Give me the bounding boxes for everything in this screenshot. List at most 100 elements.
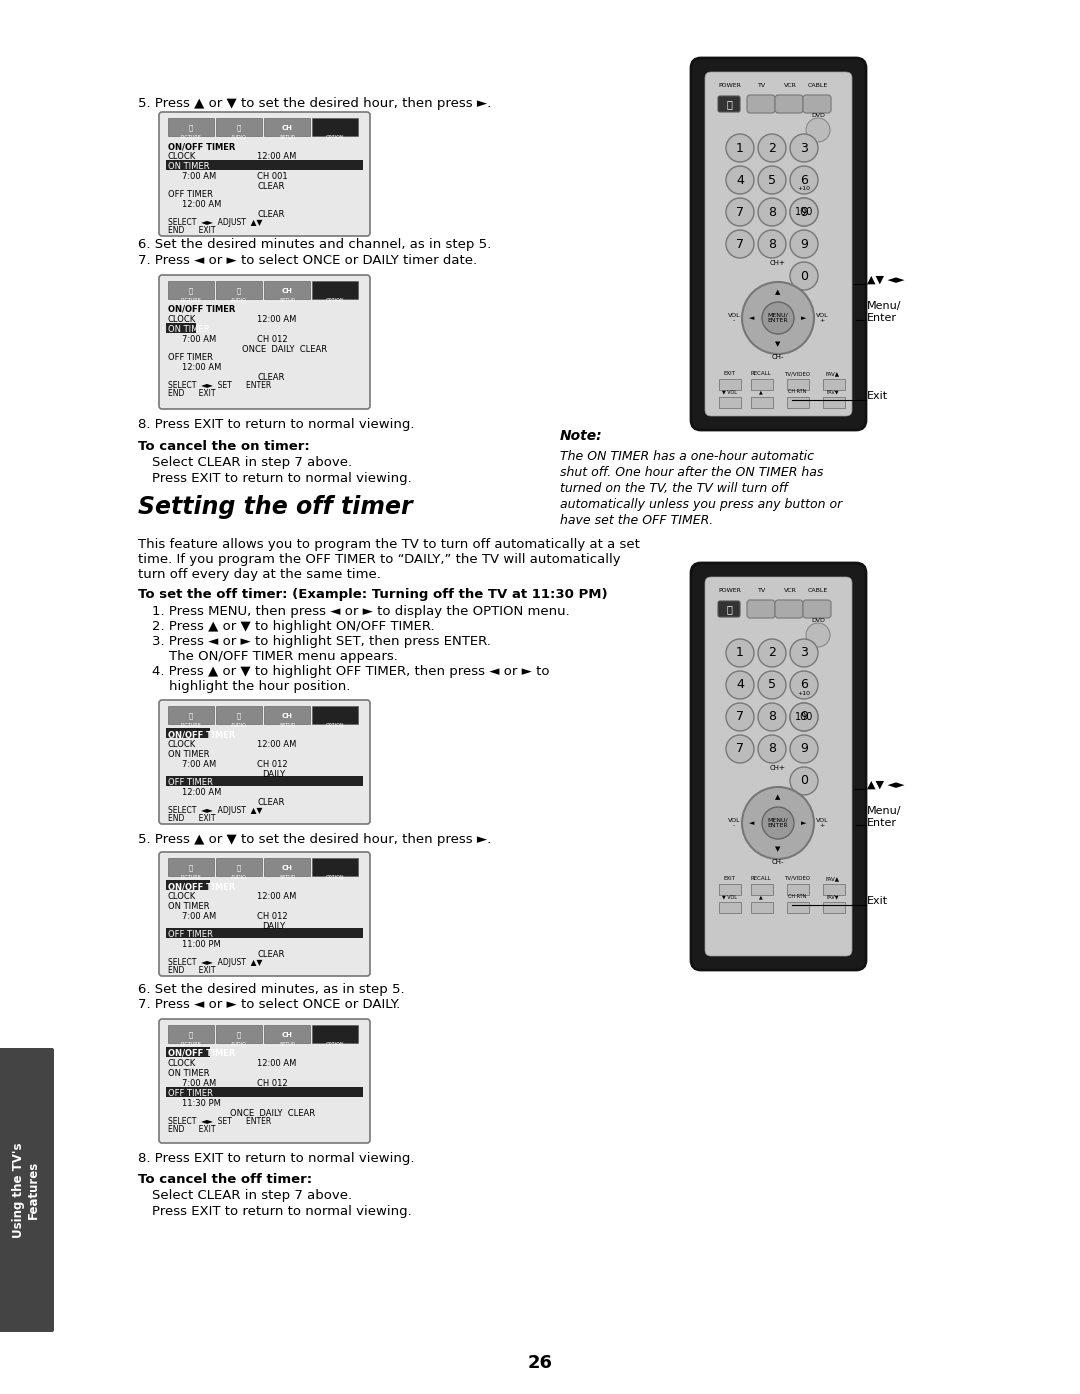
FancyBboxPatch shape: [0, 1048, 54, 1333]
FancyBboxPatch shape: [705, 577, 852, 956]
Text: Menu/
Enter: Menu/ Enter: [867, 806, 902, 828]
Circle shape: [762, 807, 794, 839]
Text: ►: ►: [801, 315, 807, 321]
Text: ▼: ▼: [775, 846, 781, 852]
Circle shape: [758, 166, 786, 194]
Text: 7: 7: [735, 237, 744, 251]
Circle shape: [758, 638, 786, 666]
FancyBboxPatch shape: [747, 599, 775, 618]
Text: ◄: ◄: [750, 315, 755, 321]
Text: CH: CH: [282, 125, 293, 131]
Circle shape: [758, 735, 786, 763]
Text: 7: 7: [735, 743, 744, 756]
Text: OFF TIMER: OFF TIMER: [168, 930, 213, 940]
Text: ►: ►: [801, 820, 807, 827]
Text: FAV▲: FAV▲: [826, 371, 840, 376]
Text: +10: +10: [797, 691, 810, 696]
Text: 100: 100: [795, 206, 813, 217]
Circle shape: [806, 118, 831, 142]
Text: AUDIO: AUDIO: [231, 875, 247, 880]
Text: MENU/
ENTER: MENU/ ENTER: [768, 818, 788, 828]
Text: 2: 2: [768, 142, 775, 155]
Circle shape: [726, 671, 754, 698]
Circle shape: [742, 282, 814, 354]
FancyBboxPatch shape: [787, 397, 809, 408]
Text: Select CLEAR in step 7 above.: Select CLEAR in step 7 above.: [152, 1189, 352, 1202]
Text: 1. Press MENU, then press ◄ or ► to display the OPTION menu.: 1. Press MENU, then press ◄ or ► to disp…: [152, 605, 570, 618]
Bar: [166, 160, 363, 170]
Text: OPTION: OPTION: [326, 723, 345, 728]
Circle shape: [789, 735, 818, 763]
Text: 7:00 AM: 7:00 AM: [183, 171, 216, 181]
Text: 6. Set the desired minutes and channel, as in step 5.: 6. Set the desired minutes and channel, …: [138, 238, 491, 251]
Text: ON TIMER: ON TIMER: [168, 325, 210, 335]
Text: END      EXIT: END EXIT: [168, 389, 216, 399]
Circle shape: [726, 638, 754, 666]
Text: SETUP: SETUP: [280, 1041, 295, 1047]
Text: CLOCK: CLOCK: [168, 315, 197, 323]
Text: 8: 8: [768, 711, 777, 723]
Text: ⛰: ⛰: [189, 712, 193, 719]
Text: CLOCK: CLOCK: [168, 1059, 197, 1068]
Text: 9: 9: [800, 711, 808, 723]
Text: CH-: CH-: [772, 354, 784, 360]
Text: RECALL: RECALL: [751, 371, 771, 376]
Text: ▲: ▲: [775, 795, 781, 800]
Bar: [166, 728, 210, 737]
Text: 12:00 AM: 12:00 AM: [257, 740, 296, 749]
Text: 7: 7: [735, 205, 744, 219]
Text: 12:00 AM: 12:00 AM: [183, 199, 221, 209]
Text: Select CLEAR in step 7 above.: Select CLEAR in step 7 above.: [152, 456, 352, 468]
Text: ONCE  DAILY  CLEAR: ONCE DAILY CLEAR: [242, 344, 327, 354]
Text: AUDIO: AUDIO: [231, 135, 247, 139]
Text: ▼ VOL: ▼ VOL: [721, 389, 737, 395]
FancyBboxPatch shape: [751, 397, 773, 408]
Text: CH-: CH-: [772, 859, 784, 866]
Text: CABLE: CABLE: [808, 588, 828, 592]
Text: 3. Press ◄ or ► to highlight SET, then press ENTER.: 3. Press ◄ or ► to highlight SET, then p…: [152, 636, 491, 648]
Text: OFF TIMER: OFF TIMER: [168, 353, 213, 362]
Circle shape: [726, 230, 754, 258]
FancyBboxPatch shape: [719, 884, 741, 895]
FancyBboxPatch shape: [718, 601, 740, 618]
Text: SETUP: SETUP: [280, 723, 295, 728]
Bar: [166, 323, 197, 333]
FancyBboxPatch shape: [718, 96, 740, 112]
FancyBboxPatch shape: [168, 705, 214, 723]
Text: OFF TIMER: OFF TIMER: [168, 1089, 213, 1098]
Text: ONCE  DAILY  CLEAR: ONCE DAILY CLEAR: [230, 1110, 315, 1118]
Circle shape: [789, 230, 818, 258]
Text: CH 012: CH 012: [257, 335, 287, 344]
FancyBboxPatch shape: [719, 397, 741, 408]
Text: 12:00 AM: 12:00 AM: [257, 152, 296, 160]
Text: 🔊: 🔊: [237, 864, 241, 871]
Text: CH 012: CH 012: [257, 912, 287, 921]
Text: Note:: Note:: [561, 429, 603, 443]
FancyBboxPatch shape: [216, 282, 262, 298]
Text: 3: 3: [800, 142, 808, 155]
Text: FAV▼: FAV▼: [827, 389, 839, 395]
Text: DVD: DVD: [811, 618, 825, 623]
Circle shape: [726, 735, 754, 763]
Circle shape: [758, 703, 786, 730]
Text: CLEAR: CLEAR: [257, 797, 284, 807]
Text: 8: 8: [768, 743, 777, 756]
Text: CH: CH: [282, 712, 293, 719]
Text: TV/VIDEO: TV/VIDEO: [784, 875, 810, 881]
Text: 2. Press ▲ or ▼ to highlight ON/OFF TIMER.: 2. Press ▲ or ▼ to highlight ON/OFF TIME…: [152, 620, 434, 633]
Text: ⛰: ⛰: [189, 1032, 193, 1039]
Text: PICTURE: PICTURE: [180, 135, 201, 139]
Text: 7. Press ◄ or ► to select ONCE or DAILY timer date.: 7. Press ◄ or ► to select ONCE or DAILY …: [138, 254, 477, 268]
Text: 7:00 AM: 7:00 AM: [183, 1079, 216, 1087]
Text: ▼ VOL: ▼ VOL: [721, 894, 737, 899]
Text: To cancel the on timer:: To cancel the on timer:: [138, 441, 310, 453]
FancyBboxPatch shape: [264, 282, 310, 298]
Text: To cancel the off timer:: To cancel the off timer:: [138, 1172, 312, 1186]
Text: 2: 2: [768, 647, 775, 659]
Circle shape: [726, 198, 754, 226]
Circle shape: [758, 198, 786, 226]
Text: ⛰: ⛰: [189, 864, 193, 871]
Text: OPTION: OPTION: [326, 875, 345, 880]
FancyBboxPatch shape: [775, 95, 804, 113]
Bar: [166, 1087, 363, 1097]
